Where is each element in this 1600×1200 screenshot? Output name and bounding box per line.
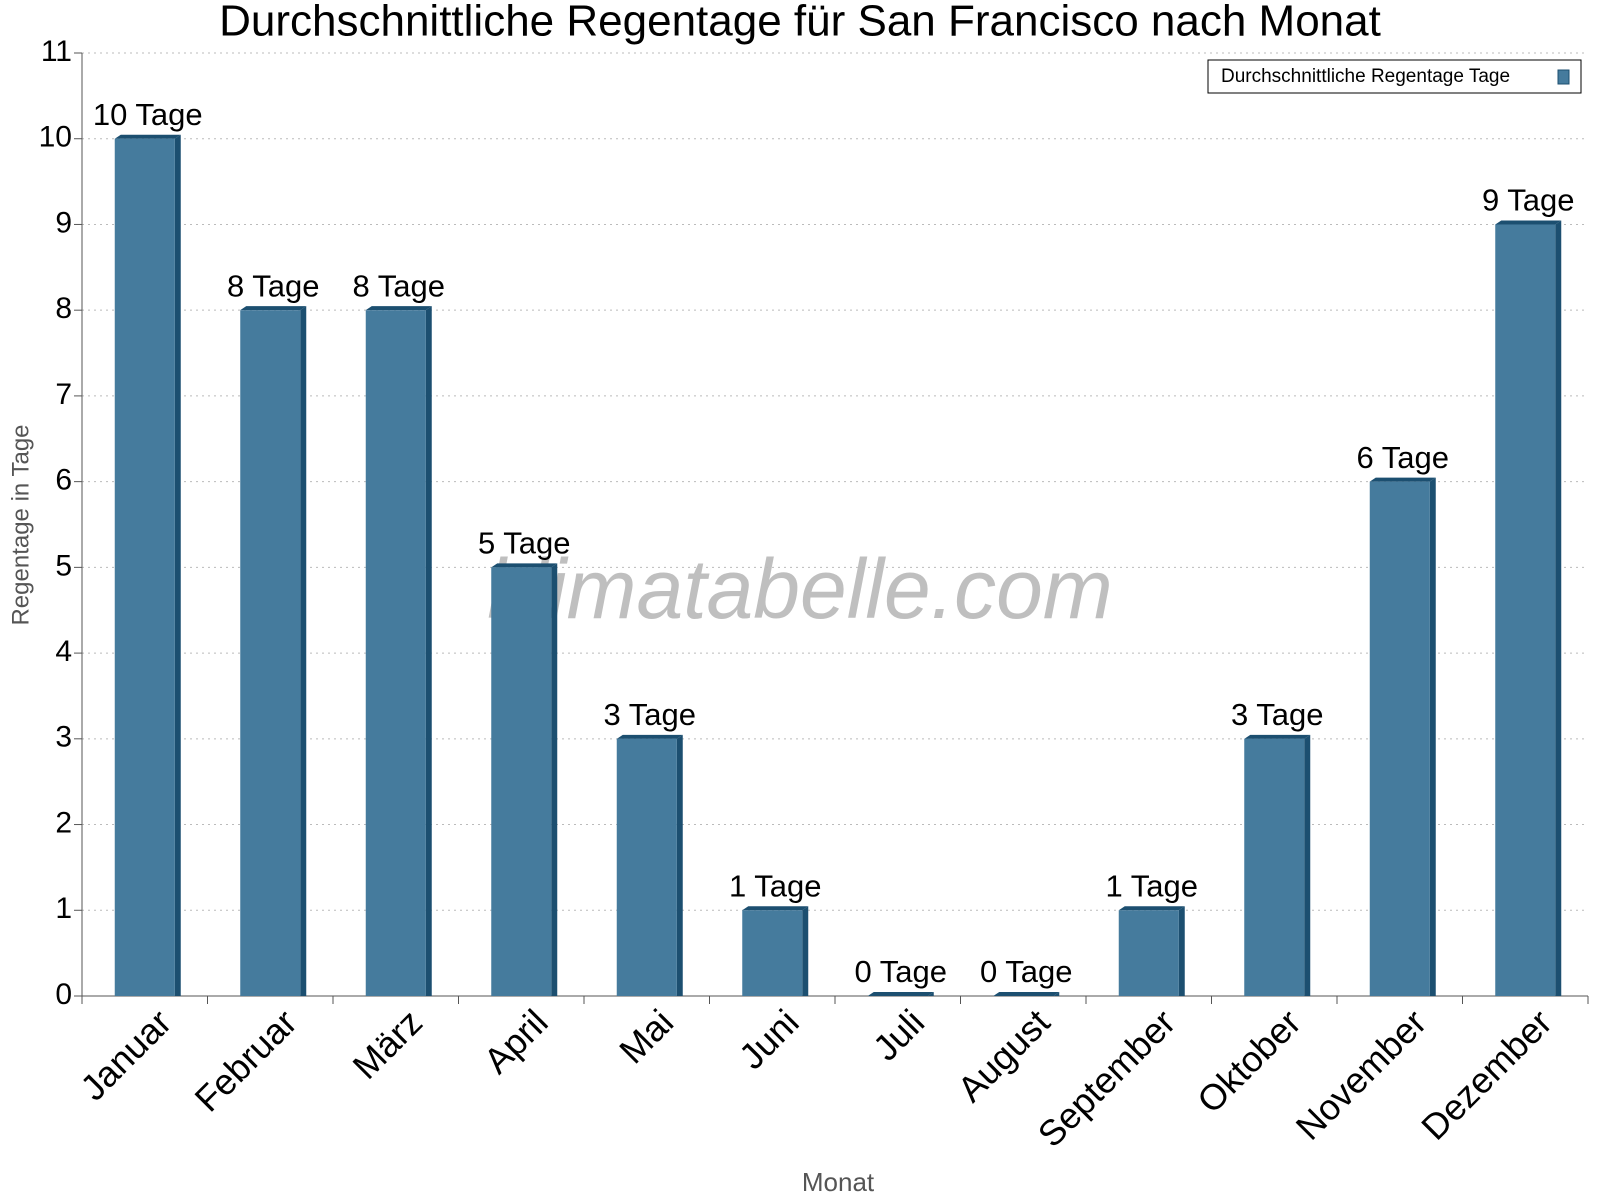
bar-top: [491, 563, 558, 568]
watermark: klimatabelle.com: [487, 542, 1113, 636]
x-tick-label: Dezember: [1413, 1001, 1559, 1147]
x-tick-label: Juli: [865, 1001, 932, 1068]
bar: [1118, 910, 1179, 996]
chart-title: Durchschnittliche Regentage für San Fran…: [219, 0, 1381, 46]
legend-box: [1207, 59, 1582, 94]
x-tick-label: Februar: [187, 1001, 305, 1119]
bar-top: [1118, 906, 1185, 911]
value-label: 3 Tage: [603, 697, 696, 732]
x-axis-label: Monat: [802, 1167, 875, 1197]
y-tick-label: 11: [41, 35, 72, 68]
value-label: 5 Tage: [478, 526, 571, 561]
y-tick-label: 3: [55, 721, 72, 754]
bar: [1495, 224, 1556, 997]
bar-top: [616, 734, 683, 739]
y-tick-label: 2: [55, 806, 72, 839]
y-tick-label: 1: [55, 892, 72, 925]
y-tick-label: 10: [39, 121, 72, 154]
value-label: 1 Tage: [1105, 868, 1198, 903]
value-label: 6 Tage: [1356, 440, 1449, 475]
x-tick-label: April: [476, 1001, 556, 1081]
x-tick-label: September: [1030, 1001, 1184, 1155]
bar: [616, 738, 677, 996]
bar: [1369, 481, 1430, 996]
bar-top: [742, 906, 809, 911]
bar: [742, 910, 803, 996]
bar-side: [551, 563, 558, 996]
y-tick-label: 4: [55, 635, 72, 668]
y-tick-label: 9: [55, 206, 72, 239]
x-tick-label: August: [949, 1001, 1057, 1109]
y-axis-label: Regentage in Tage: [7, 424, 34, 625]
bar-side: [1555, 220, 1562, 997]
x-tick-label: Juni: [731, 1001, 807, 1077]
bar-side: [425, 306, 432, 996]
bar-top: [1244, 734, 1311, 739]
bar-side: [1304, 734, 1311, 996]
value-label: 3 Tage: [1231, 697, 1324, 732]
bar-top: [1369, 477, 1436, 482]
bar-side: [676, 734, 683, 996]
bar-side: [300, 306, 307, 996]
bar-top: [240, 306, 307, 311]
bar-side: [1178, 906, 1185, 996]
bar: [491, 567, 552, 996]
value-label: 1 Tage: [729, 868, 822, 903]
bar: [1244, 738, 1305, 996]
value-label: 0 Tage: [854, 954, 947, 989]
bar-side: [174, 134, 181, 996]
value-label: 9 Tage: [1482, 183, 1575, 218]
bar-top: [114, 134, 181, 139]
x-tick-label: März: [345, 1001, 431, 1087]
bar-top: [365, 306, 432, 311]
value-label: 10 Tage: [93, 97, 203, 132]
x-tick-label: Oktober: [1189, 1001, 1309, 1121]
legend-swatch: [1557, 69, 1570, 85]
value-label: 0 Tage: [980, 954, 1073, 989]
x-tick-label: Mai: [611, 1001, 681, 1071]
legend-label: Durchschnittliche Regentage Tage: [1221, 66, 1510, 87]
y-tick-label: 0: [55, 978, 72, 1011]
bar-top: [867, 992, 934, 996]
y-tick-label: 8: [55, 292, 72, 325]
bar: [240, 310, 301, 996]
y-tick-label: 5: [55, 549, 72, 582]
x-tick-label: Januar: [72, 1001, 179, 1108]
bar-side: [1429, 477, 1436, 996]
bar-top: [993, 992, 1060, 996]
bar: [114, 138, 175, 996]
bar-side: [802, 906, 809, 996]
bar-top: [1495, 220, 1562, 225]
bar: [365, 310, 426, 996]
x-tick-label: November: [1288, 1001, 1434, 1147]
y-tick-label: 6: [55, 464, 72, 497]
value-label: 8 Tage: [227, 268, 320, 303]
y-tick-label: 7: [55, 378, 72, 411]
value-label: 8 Tage: [352, 268, 445, 303]
